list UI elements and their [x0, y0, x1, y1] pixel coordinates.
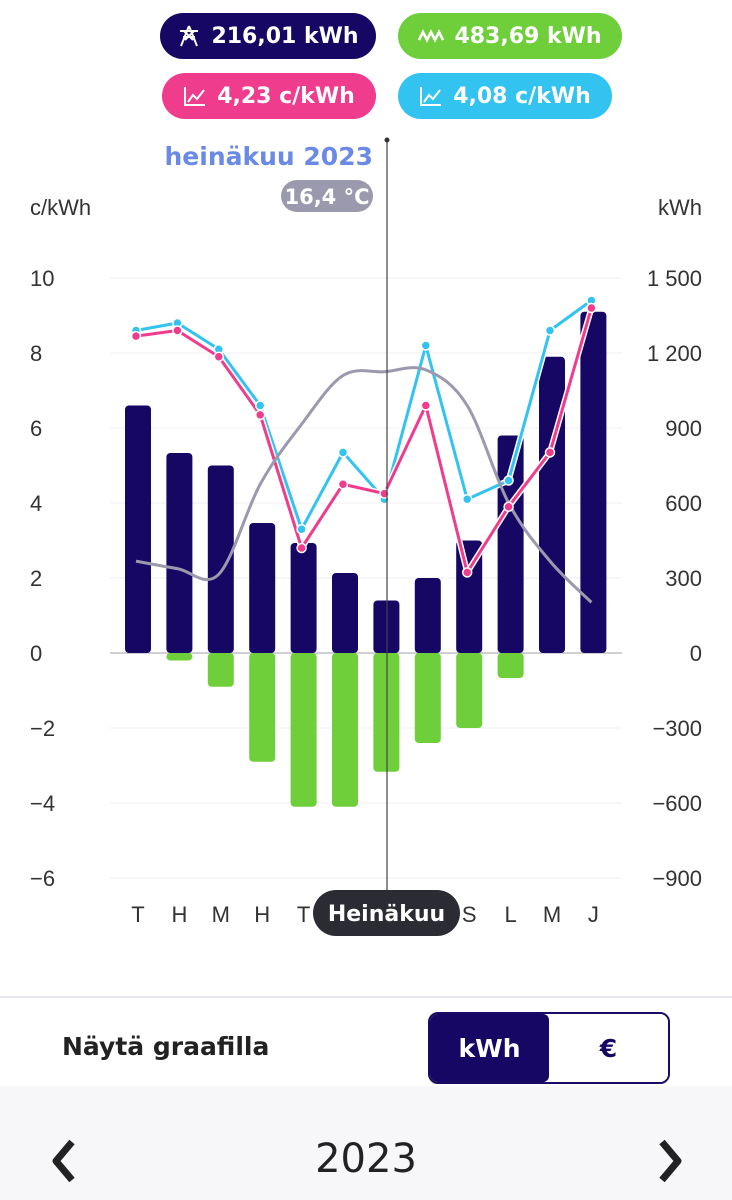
spot_price-line	[135, 299, 593, 531]
spot_price-point	[503, 475, 514, 486]
purchase-price-pill[interactable]: 4,23 c/kWh	[162, 73, 376, 119]
purchase_price-point	[254, 409, 266, 421]
category-label: T	[131, 902, 144, 927]
consumption_kwh-bar	[539, 356, 565, 653]
purchase_price-point	[503, 501, 514, 512]
spot-price-pill[interactable]: 4,08 c/kWh	[398, 73, 612, 119]
solar-wave-icon	[418, 29, 445, 43]
consumption_kwh-bar	[414, 578, 441, 653]
temperature-value: 16,4 °C	[284, 185, 369, 209]
purchase_price-point	[130, 330, 142, 342]
next-year-chevron-icon[interactable]	[650, 1136, 690, 1186]
right-tick-label: 0	[690, 641, 702, 666]
left-tick-label: 2	[30, 566, 42, 591]
purchase_price-line	[135, 307, 593, 574]
right-axis-label: kWh	[658, 195, 702, 220]
left-tick-label: 4	[30, 491, 42, 516]
purchase_price-point	[586, 302, 597, 314]
spot_price-point	[254, 400, 266, 411]
selected-month-badge[interactable]	[313, 890, 460, 936]
trend-chart-icon	[420, 87, 442, 106]
spot-price-value: 4,08 c/kWh	[453, 83, 591, 109]
right-tick-label: 1 500	[647, 266, 702, 291]
purchase-energy-value: 216,01 kWh	[211, 23, 359, 49]
right-tick-label: −900	[652, 866, 702, 891]
temperature-badge	[281, 180, 373, 212]
left-tick-label: −4	[30, 791, 55, 816]
unit-kwh-option[interactable]: kWh	[430, 1014, 549, 1082]
spot_price-point	[420, 340, 432, 351]
consumption_kwh-bar	[125, 405, 151, 653]
selected-period-label: heinäkuu 2023	[165, 142, 374, 171]
spot_price-point	[544, 325, 556, 336]
right-tick-label: 600	[665, 491, 702, 516]
sale-energy-pill[interactable]: 483,69 kWh	[398, 13, 622, 59]
consumption_kwh-bar	[249, 523, 276, 653]
unit-eur-option[interactable]: €	[549, 1014, 668, 1082]
spot_price-point	[296, 524, 307, 535]
selection-cursor-dot	[384, 137, 390, 143]
category-label: H	[171, 902, 187, 927]
left-tick-label: 6	[30, 416, 42, 441]
category-label: M	[212, 902, 230, 927]
production_kwh-bar	[497, 653, 524, 678]
production_kwh-bar	[332, 653, 358, 807]
section-divider	[0, 996, 732, 998]
purchase-energy-pill[interactable]: 216,01 kWh	[160, 13, 376, 59]
left-tick-label: 0	[30, 641, 42, 666]
production_kwh-bar	[207, 653, 234, 687]
right-tick-label: 1 200	[647, 341, 702, 366]
left-tick-label: −2	[30, 716, 55, 741]
right-tick-label: −600	[652, 791, 702, 816]
production_kwh-bar	[290, 653, 317, 807]
show-on-graph-label: Näytä graafilla	[62, 1032, 270, 1061]
purchase_price-point	[337, 479, 349, 490]
purchase-price-value: 4,23 c/kWh	[217, 83, 355, 109]
production_kwh-bar	[414, 653, 441, 743]
category-label: T	[297, 902, 310, 927]
trend-chart-icon	[184, 87, 206, 106]
year-navigation-panel	[0, 1086, 732, 1200]
left-axis-label: c/kWh	[30, 195, 91, 220]
left-tick-label: 8	[30, 341, 42, 366]
right-tick-label: 900	[665, 416, 702, 441]
previous-year-chevron-icon[interactable]	[44, 1136, 84, 1186]
purchase_price-point	[461, 567, 473, 578]
right-tick-label: 300	[665, 566, 702, 591]
production_kwh-bar	[456, 653, 483, 728]
year-label: 2023	[315, 1136, 417, 1182]
purchase_price-point	[213, 351, 225, 362]
purchase_price-point	[544, 447, 556, 458]
left-tick-label: −6	[30, 866, 55, 891]
consumption_kwh-bar	[580, 311, 607, 653]
spot_price-point	[461, 494, 473, 505]
category-label: H	[254, 902, 270, 927]
spot_price-point	[337, 447, 349, 458]
power-tower-icon	[180, 25, 199, 47]
category-label: S	[462, 902, 477, 927]
consumption_kwh-bar	[456, 540, 483, 653]
left-tick-label: 10	[30, 266, 54, 291]
category-label: J	[588, 902, 599, 927]
category-label: M	[543, 902, 561, 927]
consumption_kwh-bar	[207, 465, 234, 653]
purchase_price-point	[420, 400, 432, 411]
production_kwh-bar	[249, 653, 276, 762]
selected-month-label: Heinäkuu	[328, 902, 445, 927]
consumption_kwh-bar	[332, 573, 358, 653]
unit-toggle[interactable]: kWh €	[428, 1012, 670, 1084]
purchase_price-point	[296, 542, 307, 554]
purchase_price-point	[172, 325, 183, 336]
category-label: L	[504, 902, 516, 927]
production_kwh-bar	[166, 653, 193, 661]
right-tick-label: −300	[652, 716, 702, 741]
consumption_kwh-bar	[290, 543, 317, 653]
energy-chart[interactable]: 10 1 500 8 1 200 6 900 4 600 2 300 0 0 −2 −300 −4 −600 −…	[0, 0, 732, 960]
consumption_kwh-bar	[166, 453, 193, 653]
sale-energy-value: 483,69 kWh	[454, 23, 602, 49]
